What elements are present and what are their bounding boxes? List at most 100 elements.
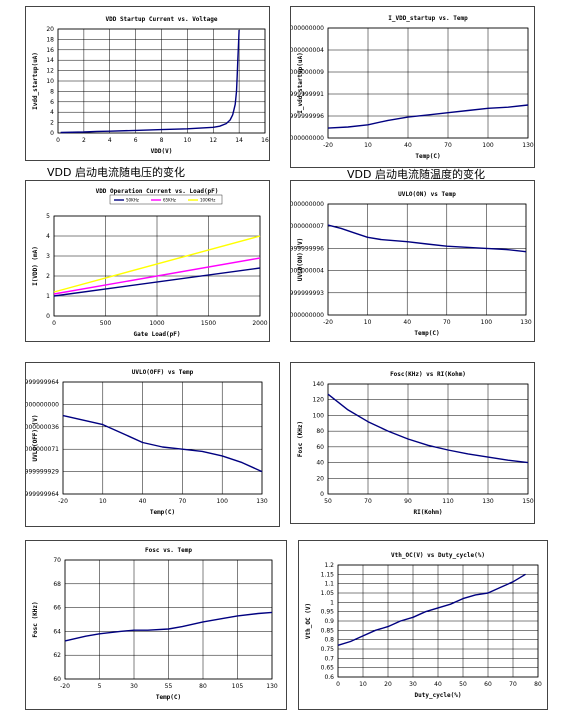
chart-title: Fosc(KHz) vs RI(Kohm) xyxy=(390,371,466,378)
x-tick-label: -20 xyxy=(323,319,333,326)
y-tick-label: 10 xyxy=(46,78,54,85)
y-axis-label: Ivdd_startup(uA) xyxy=(32,52,39,110)
x-tick-label: 110 xyxy=(442,498,454,505)
chart-svg-1: -20 10 40 70 100 130 1.00000000000000000 1.1999… xyxy=(291,15,534,160)
x-tick-label: 70 xyxy=(179,498,187,505)
y-tick-label: 0.8 xyxy=(324,637,334,644)
x-tick-label: 105 xyxy=(232,683,244,690)
y-tick-label: 8.0000000000000000 xyxy=(291,312,324,319)
y-tick-label: 20 xyxy=(316,475,324,482)
x-tick-label: 20 xyxy=(384,681,392,688)
chart-title: UVLO(ON) vs Temp xyxy=(398,191,456,198)
series-line-0 xyxy=(62,414,263,473)
x-tick-label: 5 xyxy=(98,683,102,690)
plot-area xyxy=(327,203,527,316)
chart-panel-startup-vs-temp: -20 10 40 70 100 130 1.00000000000000000 1.1999… xyxy=(290,6,535,168)
y-tick-label: 0.95 xyxy=(321,609,335,616)
y-tick-label: 68 xyxy=(53,581,61,588)
x-tick-label: 0 xyxy=(52,320,56,327)
y-axis-label: UVLO(OFF) (V) xyxy=(32,415,39,462)
chart-svg-6: -20 5 30 55 80 105 130 60 62 64 66 68 70 Fosc vs. Tem… xyxy=(32,547,278,701)
x-axis-label: Temp(C) xyxy=(150,509,175,516)
legend: 50KHz 65KHz 100KHz xyxy=(109,194,223,205)
y-tick-label: 100 xyxy=(313,412,325,419)
x-tick-label: 130 xyxy=(520,319,532,326)
y-tick-label: 60 xyxy=(53,676,61,683)
x-tick-label: 70 xyxy=(509,681,517,688)
chart-svg-2: 0 500 1000 1500 2000 0 1 2 3 4 5 VDD Operation Curr… xyxy=(32,188,268,338)
x-axis-label: Temp(C) xyxy=(156,694,181,701)
x-tick-label: 500 xyxy=(100,320,112,327)
y-tick-label: 3 xyxy=(46,253,50,260)
series-line-0 xyxy=(53,267,261,297)
y-tick-label: 1.60000000000000009 xyxy=(291,69,324,76)
legend-label: 50KHz xyxy=(126,198,139,203)
x-tick-label: 60 xyxy=(484,681,492,688)
legend-label: 100KHz xyxy=(200,198,215,203)
y-tick-label: 13.69999999999999929 xyxy=(26,469,59,476)
x-axis-label: Temp(C) xyxy=(415,153,440,160)
y-tick-label: 0 xyxy=(50,130,54,137)
x-tick-label: 10 xyxy=(364,142,372,149)
chart-panel-vth-oc: 0 10 20 30 40 50 60 70 80 0.6 0.65 0.7 0.75 0.8 0.85 0.… xyxy=(298,540,548,710)
x-tick-label: 150 xyxy=(522,498,534,505)
x-tick-label: 14 xyxy=(235,137,243,144)
y-axis-label: Fosc (KHz) xyxy=(32,601,39,637)
y-tick-label: 18 xyxy=(46,36,54,43)
y-tick-label: 1.00000000000000000 xyxy=(291,135,324,142)
y-tick-label: 20 xyxy=(46,26,54,33)
y-tick-label: 1 xyxy=(46,293,50,300)
x-tick-label: 70 xyxy=(444,142,452,149)
x-tick-label: -20 xyxy=(323,142,333,149)
x-tick-label: 30 xyxy=(409,681,417,688)
y-tick-label: 13.59999999999999964 xyxy=(26,491,59,498)
x-axis-label: Temp(C) xyxy=(414,330,439,337)
y-tick-label: 0.85 xyxy=(321,627,335,634)
x-tick-label: 130 xyxy=(266,683,278,690)
x-tick-label: 130 xyxy=(482,498,494,505)
x-tick-label: 55 xyxy=(165,683,173,690)
x-tick-label: 10 xyxy=(359,681,367,688)
plot-area xyxy=(327,383,529,495)
chart-title: Fosc vs. Temp xyxy=(145,547,192,554)
y-tick-label: 140 xyxy=(313,381,325,388)
y-axis-label: I_vdd_startup(uA) xyxy=(297,52,304,113)
x-tick-label: 50 xyxy=(324,498,332,505)
x-tick-label: 16 xyxy=(261,137,269,144)
series-line-0 xyxy=(327,393,529,464)
chart-title: VDD Startup Current vs. Voltage xyxy=(106,16,218,23)
y-tick-label: 2.00000000000000000 xyxy=(291,25,324,32)
y-tick-label: 6 xyxy=(50,99,54,106)
y-tick-label: 12 xyxy=(46,68,54,75)
x-tick-label: 12 xyxy=(209,137,217,144)
x-tick-label: 6 xyxy=(134,137,138,144)
x-tick-label: 10 xyxy=(99,498,107,505)
x-tick-label: 130 xyxy=(256,498,268,505)
y-tick-label: 70 xyxy=(53,557,61,564)
y-tick-label: 9.0000000000000000 xyxy=(291,201,324,208)
chart-panel-fosc-vs-ri: 50 70 90 110 130 150 0 20 40 60 80 100 120 140 Fosc(KH… xyxy=(290,362,535,524)
series-line-0 xyxy=(327,104,529,129)
legend-label: 65KHz xyxy=(163,198,176,203)
x-tick-label: 40 xyxy=(403,319,411,326)
y-tick-label: 0.7 xyxy=(324,655,334,662)
y-tick-label: 0.9 xyxy=(324,618,334,625)
x-tick-label: 8 xyxy=(160,137,164,144)
x-tick-label: 70 xyxy=(364,498,372,505)
x-axis-label: RI(Kohm) xyxy=(414,509,443,516)
y-tick-label: 0 xyxy=(46,313,50,320)
y-tick-label: 0.6 xyxy=(324,674,334,681)
y-axis-label: Vth_OC (V) xyxy=(305,603,312,639)
y-axis-label: I(VDD) (mA) xyxy=(32,246,39,286)
y-tick-label: 60 xyxy=(316,444,324,451)
y-tick-label: 14 xyxy=(46,57,54,64)
x-tick-label: 130 xyxy=(522,142,534,149)
chart-panel-uvlo-on: -20 10 40 70 100 130 8.0000000000000000 8.19999… xyxy=(290,180,535,342)
y-tick-label: 62 xyxy=(53,652,61,659)
y-tick-label: 8.5999999999999996 xyxy=(291,245,324,252)
x-tick-label: 90 xyxy=(404,498,412,505)
x-tick-label: 10 xyxy=(364,319,372,326)
y-tick-label: 14.00000000000000000 xyxy=(26,401,59,408)
y-tick-label: 1.39999999999999991 xyxy=(291,91,324,98)
y-tick-label: 1.1 xyxy=(324,581,334,588)
